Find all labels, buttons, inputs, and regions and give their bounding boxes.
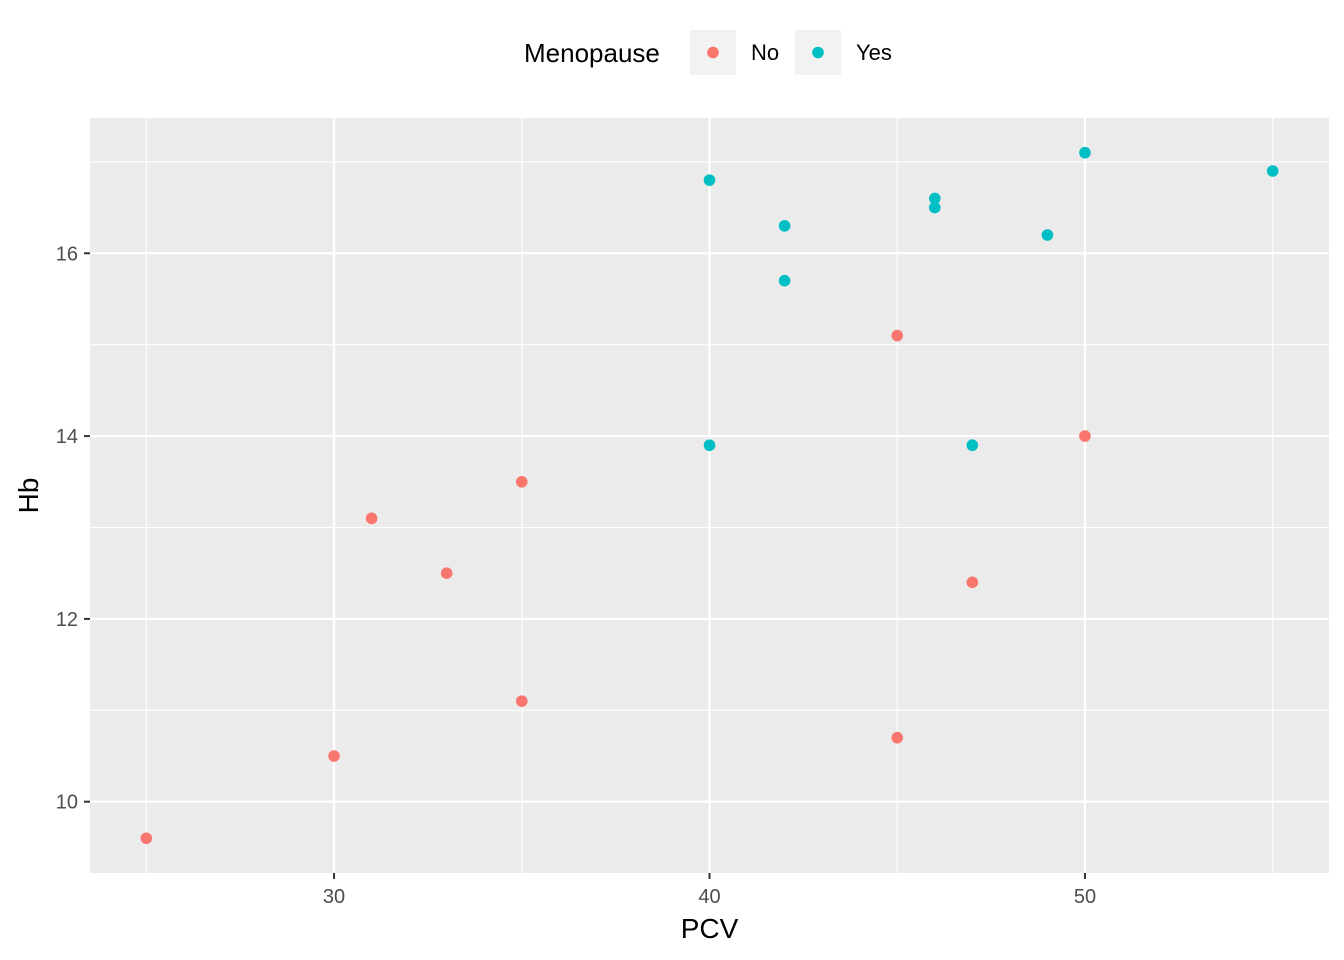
data-point-no	[966, 576, 979, 589]
legend-label-yes: Yes	[856, 40, 892, 65]
y-axis-ticks: 10 12 14 16	[56, 243, 90, 814]
data-point-yes	[1266, 165, 1279, 177]
data-point-yes	[778, 220, 791, 232]
x-tick-label: 50	[1074, 886, 1096, 908]
legend-title: Menopause	[524, 38, 660, 68]
data-point-yes	[778, 274, 791, 287]
legend-label-no: No	[751, 40, 779, 65]
y-axis-title: Hb	[13, 478, 44, 514]
x-axis-title: PCV	[681, 913, 739, 944]
legend-swatch-yes	[812, 46, 824, 59]
data-point-yes	[928, 201, 941, 214]
x-tick-label: 30	[323, 886, 345, 908]
data-point-yes	[1079, 146, 1091, 159]
data-point-yes	[703, 439, 716, 452]
data-point-no	[440, 567, 453, 579]
legend: Menopause No Yes	[524, 30, 892, 75]
data-point-yes	[966, 439, 979, 452]
y-tick-label: 12	[56, 609, 78, 631]
data-point-no	[515, 475, 528, 488]
data-point-no	[328, 750, 340, 762]
data-point-yes	[703, 174, 716, 186]
x-tick-label: 40	[698, 886, 720, 908]
data-points	[140, 146, 1279, 845]
y-tick-label: 16	[56, 243, 78, 265]
data-point-no	[365, 512, 378, 525]
x-axis-ticks: 30 40 50	[323, 873, 1096, 908]
data-point-yes	[1041, 229, 1054, 241]
y-tick-label: 14	[56, 426, 78, 448]
data-point-no	[1079, 430, 1091, 442]
data-point-no	[891, 329, 904, 342]
major-gridlines	[90, 118, 1329, 873]
legend-swatch-no	[707, 46, 719, 59]
y-tick-label: 10	[56, 792, 78, 814]
data-point-no	[140, 832, 153, 845]
data-point-yes	[928, 192, 941, 205]
data-point-no	[515, 695, 528, 707]
data-point-no	[891, 731, 904, 744]
